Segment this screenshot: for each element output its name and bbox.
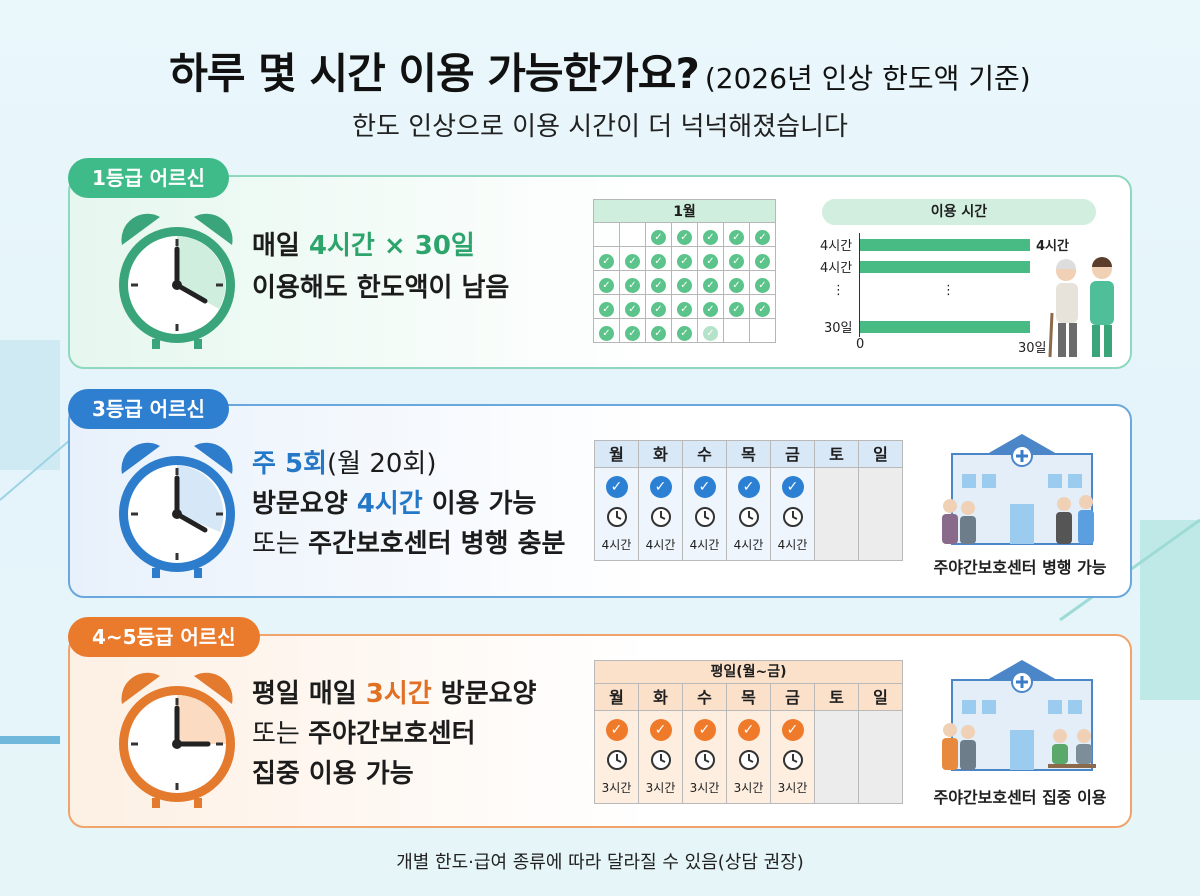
- grade4-5-card: 평일 매일 3시간 방문요양 또는 주야간보호센터 집중 이용 가능 평일(월~…: [68, 634, 1132, 828]
- check-icon: ✓: [781, 719, 804, 741]
- usage-ellipsis: ⋮: [942, 283, 955, 298]
- day-header: 토: [814, 683, 859, 711]
- page-title: 하루 몇 시간 이용 가능한가요? (2026년 인상 한도액 기준): [169, 49, 1031, 98]
- schedule-day-cell: ✓ 4시간: [682, 467, 727, 561]
- schedule-day-cell: ✓ 4시간: [638, 467, 683, 561]
- check-icon: ✓: [605, 719, 628, 741]
- clock-icon: [606, 507, 627, 527]
- january-calendar: 1월 ✓ ✓ ✓ ✓ ✓ ✓ ✓ ✓ ✓ ✓ ✓ ✓ ✓ ✓ ✓ ✓ ✓ ✓ ✓ ✓ ✓ ✓ ✓ ✓ ✓ ✓ ✓ ✓ ✓ ✓ ✓: [593, 199, 776, 343]
- grade3-tag: 3등급 어르신: [68, 389, 229, 429]
- hours-label: 3시간: [733, 781, 764, 795]
- clock-icon: [782, 750, 803, 770]
- caregiver-elderly-illustration: [1048, 257, 1114, 358]
- hours-label: 3시간: [689, 781, 720, 795]
- grade1-tag: 1등급 어르신: [68, 158, 229, 198]
- clock-icon: [782, 507, 803, 527]
- usage-axis: [859, 233, 860, 337]
- schedule-day-cell: ✓ 3시간: [726, 710, 771, 804]
- axis-start-label: 0: [856, 337, 865, 352]
- check-icon: ✓: [781, 476, 804, 498]
- day-header: 월: [594, 440, 639, 468]
- usage-row-label: 30일: [824, 321, 853, 336]
- day-header: 수: [682, 683, 727, 711]
- clock-icon: [650, 507, 671, 527]
- schedule-day-cell-empty: [858, 710, 903, 804]
- grade4-5-tag: 4~5등급 어르신: [68, 617, 260, 657]
- title-note: (2026년 인상 한도액 기준): [704, 62, 1031, 95]
- schedule-day-cell: ✓ 4시간: [770, 467, 815, 561]
- hours-label: 3시간: [645, 781, 676, 795]
- alarm-clock-icon: [119, 442, 235, 578]
- schedule-day-cell: ✓ 4시간: [594, 467, 639, 561]
- hours-label: 3시간: [601, 781, 632, 795]
- clock-icon: [606, 750, 627, 770]
- day-header: 일: [858, 440, 903, 468]
- day-header: 금: [770, 683, 815, 711]
- usage-bar-value: 4시간: [1036, 239, 1069, 254]
- schedule-day-cell: ✓ 3시간: [770, 710, 815, 804]
- page-subtitle: 한도 인상으로 이용 시간이 더 넉넉해졌습니다: [352, 112, 848, 142]
- schedule-day-cell-empty: [814, 467, 859, 561]
- alarm-clock-icon: [119, 672, 235, 808]
- hours-label: 4시간: [777, 538, 808, 552]
- clock-icon: [738, 750, 759, 770]
- grade3-card: 주 5회(월 20회) 방문요양 4시간 이용 가능 또는 주간보호센터 병행 …: [68, 404, 1132, 598]
- day-header: 월: [594, 683, 639, 711]
- hours-label: 4시간: [645, 538, 676, 552]
- schedule-day-cell: ✓ 3시간: [594, 710, 639, 804]
- illustration-caption: 주야간보호센터 병행 가능: [933, 558, 1107, 577]
- weekly-schedule: 월 화 수 목 금 토 일 ✓ 4시간 ✓ 4시간 ✓ 4시간 ✓ 4시간 ✓ 4시간: [594, 440, 903, 561]
- check-icon: ✓: [693, 476, 716, 498]
- day-header: 목: [726, 440, 771, 468]
- day-header: 수: [682, 440, 727, 468]
- check-icon: ✓: [649, 476, 672, 498]
- day-care-center-illustration: [942, 660, 1096, 771]
- check-icon: ✓: [737, 476, 760, 498]
- schedule-day-cell: ✓ 3시간: [638, 710, 683, 804]
- schedule-day-cell: ✓ 3시간: [682, 710, 727, 804]
- check-icon: ✓: [605, 476, 628, 498]
- usage-row-ellipsis: ⋮: [832, 283, 845, 298]
- grade4-5-description: 평일 매일 3시간 방문요양 또는 주야간보호센터 집중 이용 가능: [252, 679, 537, 789]
- day-header: 토: [814, 440, 859, 468]
- calendar-title: 1월: [593, 199, 776, 223]
- day-header: 일: [858, 683, 903, 711]
- hours-label: 4시간: [689, 538, 720, 552]
- alarm-clock-icon: [119, 213, 235, 349]
- grade1-card: 매일 4시간 × 30일 이용해도 한도액이 남음 1월 ✓ ✓ ✓ ✓ ✓ ✓ ✓ ✓ ✓ ✓…: [68, 175, 1132, 369]
- grade1-description: 매일 4시간 × 30일 이용해도 한도액이 남음: [252, 231, 510, 303]
- hours-label: 4시간: [733, 538, 764, 552]
- day-header: 화: [638, 440, 683, 468]
- hours-label: 4시간: [601, 538, 632, 552]
- clock-icon: [694, 750, 715, 770]
- grade3-description: 주 5회(월 20회) 방문요양 4시간 이용 가능 또는 주간보호센터 병행 …: [252, 449, 566, 559]
- check-icon: ✓: [649, 719, 672, 741]
- day-header: 목: [726, 683, 771, 711]
- usage-bar: [860, 239, 1030, 251]
- day-care-center-illustration: [942, 434, 1094, 545]
- weekday-title: 평일(월~금): [594, 660, 903, 684]
- usage-bar: [860, 321, 1030, 333]
- check-icon: ✓: [737, 719, 760, 741]
- usage-row-label: 4시간: [820, 239, 853, 254]
- hours-label: 3시간: [777, 781, 808, 795]
- clock-icon: [694, 507, 715, 527]
- usage-bar: [860, 261, 1030, 273]
- clock-icon: [738, 507, 759, 527]
- usage-time-header: 이용 시간: [822, 199, 1096, 225]
- usage-row-label: 4시간: [820, 261, 853, 276]
- clock-icon: [650, 750, 671, 770]
- schedule-day-cell-empty: [814, 710, 859, 804]
- footnote: 개별 한도·급여 종류에 따라 달라질 수 있음(상담 권장): [396, 852, 804, 873]
- day-header: 화: [638, 683, 683, 711]
- check-icon: ✓: [693, 719, 716, 741]
- axis-end-label: 30일: [1018, 341, 1047, 356]
- day-header: 금: [770, 440, 815, 468]
- illustration-caption: 주야간보호센터 집중 이용: [933, 788, 1107, 807]
- schedule-day-cell: ✓ 4시간: [726, 467, 771, 561]
- weekday-schedule: 평일(월~금) 월 화 수 목 금 토 일 ✓ 3시간 ✓ 3시간 ✓ 3시간 ✓ 3시…: [594, 660, 903, 804]
- schedule-day-cell-empty: [858, 467, 903, 561]
